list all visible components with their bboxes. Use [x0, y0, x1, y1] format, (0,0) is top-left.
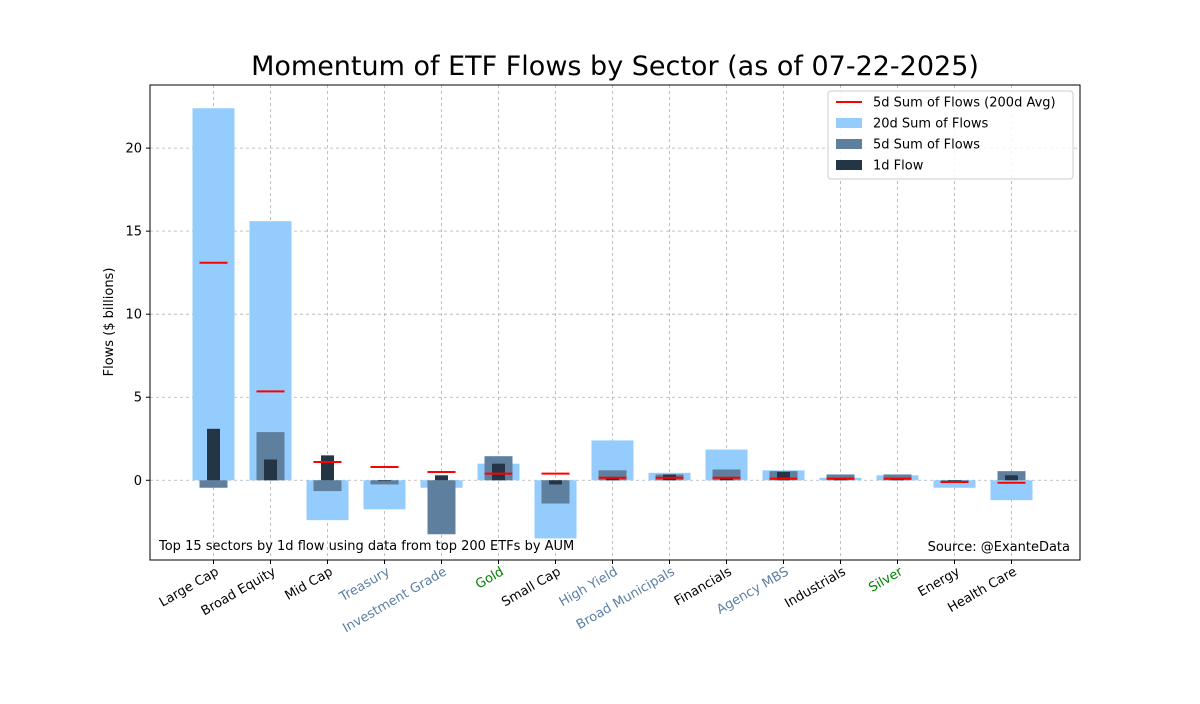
bar-1d-flow: [321, 455, 334, 481]
legend-swatch: [836, 160, 862, 170]
legend-swatch: [836, 139, 862, 149]
bar-1d-flow: [207, 428, 220, 481]
bar-20d-sum: [363, 480, 406, 510]
bar-20d-sum: [933, 480, 976, 488]
x-tick-label: Energy: [916, 564, 963, 600]
bar-1d-flow: [549, 480, 562, 485]
y-axis-label: Flows ($ billions): [102, 268, 117, 377]
x-tick-label: Broad Municipals: [574, 564, 678, 633]
x-tick-label: Silver: [866, 564, 906, 596]
bar-1d-flow: [378, 480, 391, 482]
bar-5d-sum: [427, 480, 456, 535]
bar-5d-sum: [370, 480, 399, 485]
bar-1d-flow: [435, 475, 448, 481]
bar-1d-flow: [492, 463, 505, 481]
bar-5d-sum: [541, 480, 570, 504]
bar-1d-flow: [948, 480, 961, 482]
legend-box: [827, 90, 1074, 180]
legend-label: 1d Flow: [873, 159, 924, 174]
series-200d-avg-marks: [199, 261, 1026, 484]
x-tick-label: Gold: [473, 564, 506, 592]
bar-20d-sum: [192, 108, 235, 481]
bar-5d-sum: [712, 469, 741, 481]
bar-5d-sum: [313, 480, 342, 492]
series-1d-flow-bars: [207, 428, 1018, 485]
x-tick-label: Industrials: [782, 564, 848, 611]
legend: 5d Sum of Flows (200d Avg) 20d Sum of Flo…: [827, 90, 1074, 180]
legend-label: 20d Sum of Flows: [873, 117, 989, 132]
y-tick-label: 20: [125, 142, 142, 157]
annotation-left: Top 15 sectors by 1d flow using data fro…: [158, 539, 574, 554]
bar-1d-flow: [777, 471, 790, 481]
y-tick-label: 5: [134, 391, 142, 406]
bar-5d-sum: [826, 474, 855, 481]
plot-frame: [149, 84, 1081, 561]
bar-1d-flow: [1005, 475, 1018, 481]
x-tick-label: Mid Cap: [283, 564, 336, 603]
bar-5d-sum: [598, 470, 627, 481]
bar-5d-sum: [199, 480, 228, 488]
y-tick-label: 15: [125, 225, 142, 240]
y-axis: 0 5 10 15 20: [125, 142, 150, 489]
legend-label: 5d Sum of Flows (200d Avg): [873, 96, 1056, 111]
bar-1d-flow: [264, 459, 277, 481]
y-tick-label: 0: [134, 474, 142, 489]
x-tick-label: Small Cap: [499, 564, 563, 610]
chart-title: Momentum of ETF Flows by Sector (as of 0…: [251, 51, 979, 82]
x-tick-label: Investment Grade: [340, 564, 449, 636]
legend-label: 5d Sum of Flows: [873, 138, 980, 153]
bar-5d-sum: [883, 474, 912, 481]
bar-1d-flow: [834, 479, 847, 481]
legend-swatch: [836, 118, 862, 128]
bar-1d-flow: [720, 477, 733, 481]
annotation-right: Source: @ExanteData: [928, 540, 1070, 555]
y-tick-label: 10: [125, 308, 142, 323]
bar-20d-sum: [990, 480, 1033, 501]
